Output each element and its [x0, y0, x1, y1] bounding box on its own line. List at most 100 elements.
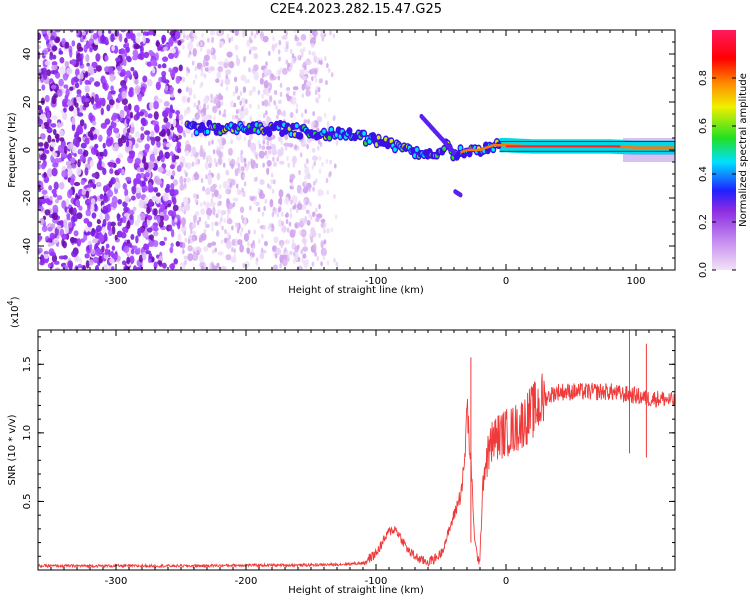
heatmap-cell: [124, 37, 128, 44]
heatmap-cell: [217, 201, 220, 207]
heatmap-cell: [263, 225, 266, 231]
heatmap-cell: [172, 179, 178, 187]
heatmap-cell: [298, 169, 301, 175]
heatmap-cell: [187, 244, 193, 252]
heatmap-cell: [38, 105, 42, 111]
heatmap-cell: [110, 90, 116, 95]
heatmap-cell: [317, 188, 323, 197]
heatmap-cell: [52, 162, 59, 168]
heatmap-cell: [293, 251, 296, 257]
heatmap-cell: [108, 161, 115, 168]
heatmap-cell: [189, 235, 193, 241]
colorbar-scale: [712, 30, 736, 270]
heatmap-cell: [108, 99, 115, 106]
heatmap-cell: [181, 76, 186, 83]
heatmap-cell: [74, 131, 80, 137]
heatmap-cell: [74, 68, 80, 77]
heatmap-cell: [326, 260, 330, 266]
heatmap-cell: [139, 167, 145, 173]
heatmap-cell: [180, 217, 187, 226]
heatmap-cell: [169, 86, 175, 92]
heatmap-cell: [211, 263, 214, 269]
heatmap-cell: [47, 134, 52, 144]
heatmap-cell: [305, 59, 312, 66]
heatmap-cell: [294, 223, 298, 229]
heatmap-cell: [242, 86, 247, 93]
heatmap-cell: [228, 177, 231, 183]
heatmap-cell: [69, 86, 74, 91]
heatmap-cell: [117, 221, 122, 227]
ridge-blob: [297, 132, 304, 140]
heatmap-cell: [257, 218, 260, 224]
heatmap-cell: [130, 122, 135, 129]
heatmap-cell: [188, 87, 193, 96]
heatmap-cell: [253, 229, 256, 235]
heatmap-cell: [239, 231, 243, 237]
heatmap-cell: [105, 243, 110, 249]
heatmap-cell: [207, 214, 210, 220]
heatmap-cell: [77, 158, 81, 168]
heatmap-cell: [328, 97, 331, 103]
heatmap-cell: [287, 254, 290, 260]
heatmap-cell: [125, 70, 132, 79]
heatmap-cell: [133, 43, 140, 50]
ridge-core: [362, 131, 366, 136]
heatmap-cell: [182, 249, 185, 255]
heatmap-cell: [79, 57, 83, 66]
heatmap-cell: [132, 206, 137, 212]
heatmap-cell: [200, 208, 206, 215]
heatmap-cell: [121, 90, 127, 100]
heatmap-cell: [287, 142, 294, 148]
heatmap-cell: [58, 181, 65, 190]
heatmap-cell: [249, 36, 252, 42]
heatmap-cell: [143, 162, 149, 171]
heatmap-cell: [42, 72, 48, 80]
heatmap-cell: [204, 67, 209, 72]
ridge-core: [367, 139, 372, 144]
heatmap-cell: [216, 145, 220, 151]
heatmap-cell: [163, 236, 167, 242]
heatmap-cell: [63, 219, 68, 229]
heatmap-cell: [153, 208, 158, 216]
heatmap-cell: [205, 187, 211, 196]
heatmap-cell: [98, 234, 105, 243]
heatmap-cell: [99, 212, 103, 221]
heatmap-cell: [300, 228, 307, 238]
heatmap-cell: [69, 48, 73, 58]
heatmap-cell: [185, 162, 192, 170]
heatmap-cell: [204, 161, 210, 170]
heatmap-cell: [203, 97, 209, 104]
heatmap-cell: [155, 196, 161, 204]
heatmap-cell: [200, 178, 204, 184]
heatmap-cell: [222, 162, 226, 168]
heatmap-cell: [95, 225, 102, 233]
heatmap-cell: [135, 37, 141, 44]
heatmap-cell: [311, 164, 315, 170]
heatmap-cell: [62, 241, 67, 249]
heatmap-cell: [313, 55, 318, 63]
heatmap-cell: [85, 54, 90, 63]
heatmap-cell: [104, 66, 110, 73]
heatmap-cell: [102, 167, 107, 176]
heatmap-cell: [39, 217, 45, 226]
heatmap-cell: [152, 240, 159, 248]
heatmap-cell: [170, 47, 176, 54]
heatmap-cell: [182, 130, 185, 136]
heatmap-cell: [81, 95, 86, 104]
heatmap-cell: [126, 46, 130, 53]
heatmap-cell: [200, 112, 204, 118]
heatmap-cell: [129, 214, 134, 221]
heatmap-cell: [237, 108, 241, 114]
heatmap-cell: [121, 168, 125, 175]
heatmap-cell: [240, 166, 244, 172]
heatmap-cell: [284, 145, 288, 151]
bottom-x-tick-label: -300: [105, 576, 128, 587]
heatmap-cell: [244, 162, 247, 168]
heatmap-cell: [84, 79, 90, 85]
heatmap-cell: [235, 183, 239, 189]
heatmap-cell: [41, 49, 48, 55]
heatmap-cell: [211, 192, 215, 198]
heatmap-cell: [193, 102, 197, 108]
heatmap-cell: [312, 120, 316, 126]
heatmap-cell: [40, 67, 47, 73]
